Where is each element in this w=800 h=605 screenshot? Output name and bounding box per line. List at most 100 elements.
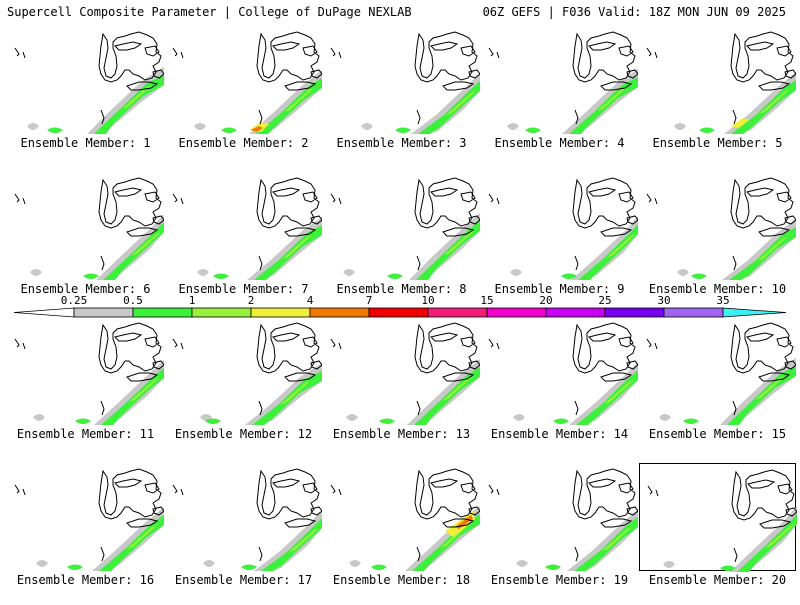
- scp-gray-area: [249, 70, 322, 134]
- scp-contours: [510, 216, 638, 280]
- map-frame: [165, 26, 322, 134]
- scp-green-patch: [213, 273, 229, 279]
- scp-green-patch: [67, 564, 83, 570]
- scp-gray-area: [567, 509, 638, 571]
- map-frame: [639, 172, 796, 280]
- coastline-fragment: [172, 338, 184, 350]
- scp-contours: [200, 363, 322, 425]
- ensemble-member-label: Ensemble Member: 12: [174, 427, 313, 441]
- great-lakes-outline: [256, 31, 322, 91]
- map-frame: [323, 463, 480, 571]
- scp-green-patch: [525, 127, 541, 133]
- scp-contours: [677, 219, 796, 280]
- river-fragment: [258, 255, 263, 271]
- ensemble-member-panel: Ensemble Member: 20: [639, 463, 797, 605]
- map-frame: [481, 317, 638, 425]
- scp-gray-area: [730, 506, 797, 572]
- scp-green-area: [256, 78, 322, 134]
- scp-gray-patch: [36, 560, 48, 567]
- scp-gray-area: [245, 363, 322, 425]
- colorbar-swatch: [604, 307, 665, 318]
- scp-gray-area: [92, 507, 164, 571]
- ensemble-member-label: Ensemble Member: 4: [494, 136, 625, 150]
- scp-map: [172, 322, 322, 425]
- great-lakes-outline: [98, 31, 164, 91]
- great-lakes-outline: [414, 322, 480, 382]
- coastline-fragment: [488, 338, 500, 350]
- scp-green-patch: [699, 127, 715, 133]
- colorbar-tick-label: 35: [716, 294, 730, 307]
- ensemble-member-panel: Ensemble Member: 2: [165, 26, 322, 168]
- scp-green-patch: [371, 564, 387, 570]
- scp-gray-patch: [30, 269, 42, 276]
- scp-lightgreen-area: [757, 237, 787, 261]
- river-fragment: [100, 255, 105, 271]
- map-frame: [7, 317, 164, 425]
- scp-green-patch: [553, 418, 569, 424]
- ensemble-member-panel: Ensemble Member: 9: [481, 172, 638, 314]
- scp-green-area: [414, 367, 480, 425]
- scp-green-patch: [221, 127, 237, 133]
- scp-gray-patch: [346, 414, 358, 421]
- scp-gray-patch: [361, 123, 373, 130]
- ensemble-member-label: Ensemble Member: 2: [178, 136, 309, 150]
- scp-green-patch: [561, 273, 577, 279]
- ensemble-member-panel: Ensemble Member: 6: [7, 172, 164, 314]
- map-frame: [165, 172, 322, 280]
- ensemble-member-label: Ensemble Member: 5: [652, 136, 783, 150]
- river-fragment: [416, 400, 421, 416]
- scp-contours: [516, 509, 638, 571]
- scp-contours: [659, 358, 796, 425]
- scp-map: [14, 322, 164, 425]
- scp-lightgreen-area: [446, 91, 476, 115]
- coastline-fragment: [647, 485, 659, 497]
- colorbar-swatch: [132, 307, 193, 318]
- ensemble-member-label: Ensemble Member: 20: [648, 573, 787, 587]
- scp-gray-area: [562, 69, 638, 134]
- map-frame: [165, 463, 322, 571]
- river-fragment: [574, 400, 579, 416]
- scp-gray-area: [87, 67, 164, 134]
- map-frame: [7, 463, 164, 571]
- ensemble-member-panel: Ensemble Member: 7: [165, 172, 322, 314]
- scp-map: [488, 31, 638, 134]
- colorbar-tick-label: 25: [598, 294, 612, 307]
- colorbar-tick-label: 7: [365, 294, 373, 307]
- coastline-fragment: [14, 47, 26, 59]
- scp-map: [172, 177, 322, 280]
- great-lakes-outline: [256, 177, 322, 237]
- coastline-fragment: [488, 484, 500, 496]
- great-lakes-outline: [98, 468, 164, 528]
- scp-contours: [349, 506, 480, 571]
- great-lakes-outline: [98, 322, 164, 382]
- colorbar-tick-label: 15: [480, 294, 494, 307]
- river-fragment: [732, 109, 737, 125]
- scp-gray-area: [409, 213, 480, 280]
- scp-lightgreen-area: [442, 377, 472, 401]
- coastline-fragment: [172, 484, 184, 496]
- scp-green-patch: [379, 418, 395, 424]
- scp-contours: [194, 70, 322, 134]
- great-lakes-outline: [572, 322, 638, 382]
- scp-green-patch: [241, 564, 257, 570]
- river-fragment: [732, 400, 737, 416]
- ensemble-member-label: Ensemble Member: 8: [336, 282, 467, 296]
- great-lakes-outline: [414, 468, 480, 528]
- colorbar-legend: 0.25 0.5 1 2 4 7 10 15 20 25 30 35: [0, 294, 800, 322]
- scp-map: [14, 468, 164, 571]
- river-fragment: [574, 109, 579, 125]
- scp-map: [172, 468, 322, 571]
- scp-green-area: [574, 517, 638, 571]
- colorbar-swatch: [309, 307, 370, 318]
- scp-green-area: [729, 227, 796, 280]
- coastline-fragment: [330, 47, 342, 59]
- coastline-fragment: [14, 338, 26, 350]
- colorbar-swatch: [663, 307, 724, 318]
- scp-map: [330, 31, 480, 134]
- great-lakes-outline: [730, 322, 796, 382]
- great-lakes-outline: [572, 468, 638, 528]
- ensemble-member-panel: Ensemble Member: 4: [481, 26, 638, 168]
- scp-gray-patch: [507, 123, 519, 130]
- scp-green-area: [254, 225, 322, 280]
- map-frame: [639, 26, 796, 134]
